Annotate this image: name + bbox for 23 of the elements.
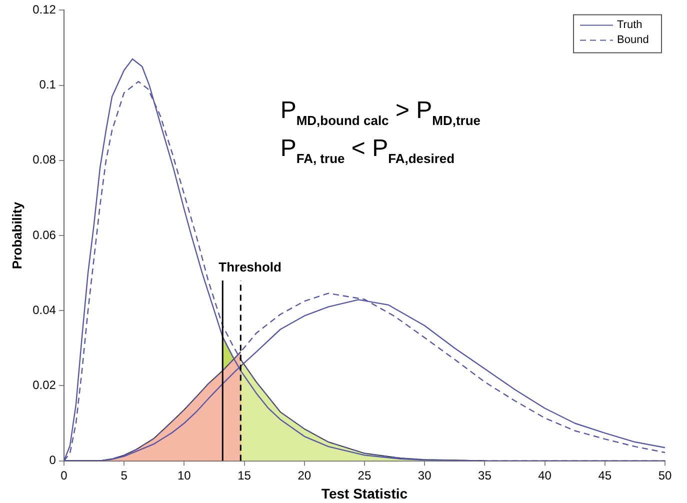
- legend-label: Truth: [617, 19, 642, 32]
- x-tick-label: 20: [298, 468, 312, 482]
- x-tick-label: 25: [358, 468, 372, 482]
- x-tick-label: 30: [418, 468, 432, 482]
- x-tick-label: 40: [538, 468, 552, 482]
- y-tick-label: 0.02: [32, 378, 56, 392]
- y-tick-label: 0.12: [32, 2, 56, 17]
- x-tick-label: 50: [658, 468, 672, 482]
- x-tick-label: 5: [120, 468, 128, 482]
- x-tick-label: 0: [60, 468, 68, 482]
- x-tick-label: 35: [478, 468, 492, 482]
- x-axis-title: Test Statistic: [321, 485, 408, 502]
- y-tick-label: 0.04: [32, 302, 56, 317]
- y-tick-label: 0.1: [39, 78, 56, 92]
- ref-line-label: Threshold: [218, 260, 282, 275]
- x-tick-label: 45: [598, 468, 612, 482]
- y-tick-label: 0.08: [32, 152, 56, 167]
- x-tick-label: 10: [177, 468, 192, 482]
- y-axis-title: Probability: [9, 201, 24, 270]
- y-tick-label: 0: [49, 453, 56, 468]
- x-tick-label: 15: [238, 468, 252, 482]
- legend-label: Bound: [617, 34, 649, 46]
- y-tick-label: 0.06: [32, 228, 56, 242]
